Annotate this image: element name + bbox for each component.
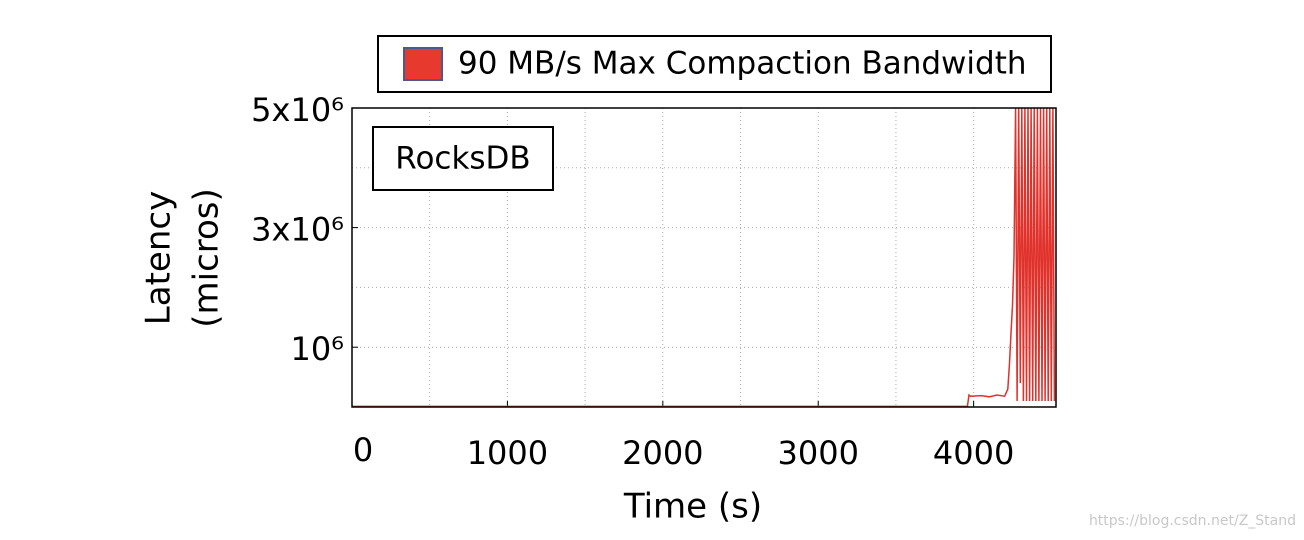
y-tick-label: 10⁶ xyxy=(290,330,344,368)
plot-frame xyxy=(351,107,1057,408)
legend-label: 90 MB/s Max Compaction Bandwidth xyxy=(458,46,1027,82)
x-tick-label: 1000 xyxy=(467,434,548,472)
watermark: https://blog.csdn.net/Z_Stand xyxy=(1089,513,1296,529)
annotation-box xyxy=(372,126,554,191)
x-tick-label: 3000 xyxy=(778,434,859,472)
x-tick-label: 4000 xyxy=(933,434,1014,472)
x-tick-label: 2000 xyxy=(622,434,703,472)
annotation: RocksDB xyxy=(395,141,530,177)
y-axis-label: (micros) xyxy=(187,188,227,328)
x-tick-label: 0 xyxy=(353,431,373,469)
legend-swatch xyxy=(403,47,443,81)
y-tick-label: 3x10⁶ xyxy=(251,211,344,249)
y-axis-label-group: Latency (micros) xyxy=(139,188,227,328)
y-tick-label: 5x10⁶ xyxy=(251,91,344,129)
x-axis-label: Time (s) xyxy=(623,487,762,527)
legend-box xyxy=(377,35,1052,93)
y-axis-label: Latency xyxy=(139,191,179,325)
